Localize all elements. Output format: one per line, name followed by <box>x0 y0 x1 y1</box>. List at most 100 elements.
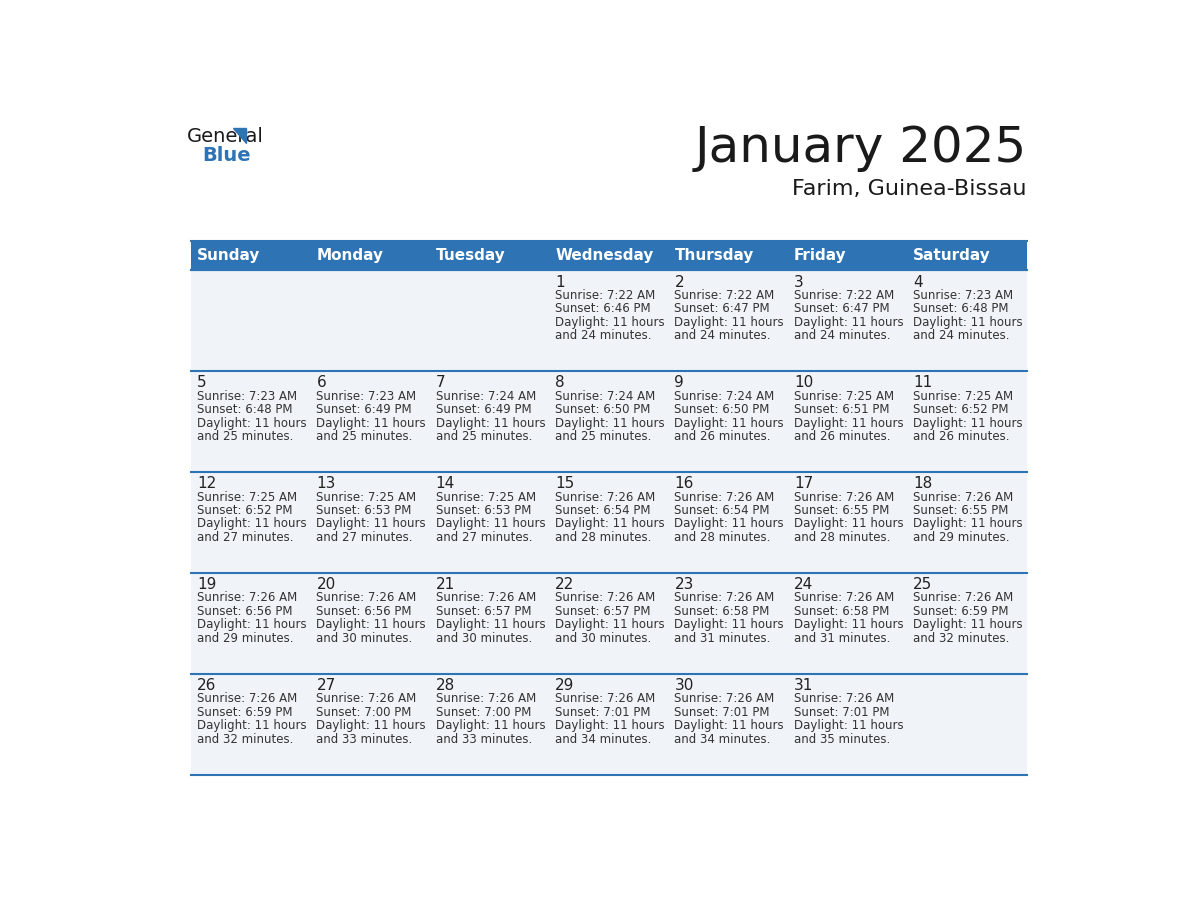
Text: and 27 minutes.: and 27 minutes. <box>197 531 293 544</box>
Text: 24: 24 <box>794 577 813 592</box>
Text: 19: 19 <box>197 577 216 592</box>
Bar <box>669 241 788 270</box>
Bar <box>191 241 310 270</box>
Text: Sunrise: 7:26 AM: Sunrise: 7:26 AM <box>794 692 895 705</box>
Text: Daylight: 11 hours: Daylight: 11 hours <box>316 719 426 733</box>
Text: and 31 minutes.: and 31 minutes. <box>794 632 890 644</box>
Text: and 24 minutes.: and 24 minutes. <box>914 330 1010 342</box>
Text: Daylight: 11 hours: Daylight: 11 hours <box>914 619 1023 632</box>
Text: Sunrise: 7:25 AM: Sunrise: 7:25 AM <box>197 490 297 504</box>
Text: Sunrise: 7:23 AM: Sunrise: 7:23 AM <box>316 389 417 403</box>
Text: Tuesday: Tuesday <box>436 248 506 263</box>
Text: Farim, Guinea-Bissau: Farim, Guinea-Bissau <box>792 179 1026 199</box>
Text: 11: 11 <box>914 375 933 390</box>
Text: Sunset: 6:48 PM: Sunset: 6:48 PM <box>914 302 1009 315</box>
Text: Daylight: 11 hours: Daylight: 11 hours <box>794 518 903 531</box>
Bar <box>191 270 1026 371</box>
Text: and 35 minutes.: and 35 minutes. <box>794 733 890 745</box>
Text: Thursday: Thursday <box>675 248 754 263</box>
Text: Sunset: 7:00 PM: Sunset: 7:00 PM <box>316 706 412 719</box>
Text: Daylight: 11 hours: Daylight: 11 hours <box>555 417 665 430</box>
Text: Daylight: 11 hours: Daylight: 11 hours <box>197 417 307 430</box>
Text: 8: 8 <box>555 375 564 390</box>
Text: and 27 minutes.: and 27 minutes. <box>316 531 413 544</box>
Text: and 30 minutes.: and 30 minutes. <box>555 632 651 644</box>
Text: Blue: Blue <box>203 146 252 165</box>
Text: Sunrise: 7:25 AM: Sunrise: 7:25 AM <box>316 490 417 504</box>
Text: 7: 7 <box>436 375 446 390</box>
Text: 18: 18 <box>914 476 933 491</box>
Bar <box>310 241 430 270</box>
Text: Daylight: 11 hours: Daylight: 11 hours <box>436 719 545 733</box>
Text: and 33 minutes.: and 33 minutes. <box>316 733 412 745</box>
Text: Sunset: 6:53 PM: Sunset: 6:53 PM <box>316 504 412 517</box>
Text: Sunrise: 7:26 AM: Sunrise: 7:26 AM <box>197 591 297 604</box>
Text: Daylight: 11 hours: Daylight: 11 hours <box>675 316 784 329</box>
Text: 1: 1 <box>555 274 564 289</box>
Text: 21: 21 <box>436 577 455 592</box>
Text: Sunset: 6:49 PM: Sunset: 6:49 PM <box>436 403 531 416</box>
Text: Daylight: 11 hours: Daylight: 11 hours <box>675 719 784 733</box>
Text: and 34 minutes.: and 34 minutes. <box>555 733 651 745</box>
Polygon shape <box>233 128 246 143</box>
Text: Sunrise: 7:26 AM: Sunrise: 7:26 AM <box>914 490 1013 504</box>
Text: Daylight: 11 hours: Daylight: 11 hours <box>436 417 545 430</box>
Text: and 28 minutes.: and 28 minutes. <box>794 531 890 544</box>
Text: General: General <box>188 127 264 146</box>
Text: Sunrise: 7:26 AM: Sunrise: 7:26 AM <box>555 490 656 504</box>
Text: Daylight: 11 hours: Daylight: 11 hours <box>675 619 784 632</box>
Text: Daylight: 11 hours: Daylight: 11 hours <box>675 518 784 531</box>
Text: Friday: Friday <box>794 248 847 263</box>
Text: Sunrise: 7:26 AM: Sunrise: 7:26 AM <box>436 591 536 604</box>
Text: Sunset: 6:54 PM: Sunset: 6:54 PM <box>555 504 651 517</box>
Text: and 25 minutes.: and 25 minutes. <box>555 431 651 443</box>
Text: Sunset: 6:55 PM: Sunset: 6:55 PM <box>914 504 1009 517</box>
Text: 16: 16 <box>675 476 694 491</box>
Text: and 32 minutes.: and 32 minutes. <box>914 632 1010 644</box>
Text: Sunrise: 7:24 AM: Sunrise: 7:24 AM <box>555 389 656 403</box>
Text: Daylight: 11 hours: Daylight: 11 hours <box>914 417 1023 430</box>
Text: Daylight: 11 hours: Daylight: 11 hours <box>555 719 665 733</box>
Bar <box>908 241 1026 270</box>
Text: Sunrise: 7:23 AM: Sunrise: 7:23 AM <box>197 389 297 403</box>
Text: Sunrise: 7:26 AM: Sunrise: 7:26 AM <box>675 490 775 504</box>
Text: 4: 4 <box>914 274 923 289</box>
Text: 22: 22 <box>555 577 574 592</box>
Text: 28: 28 <box>436 678 455 693</box>
Text: Sunset: 7:01 PM: Sunset: 7:01 PM <box>555 706 651 719</box>
Text: and 28 minutes.: and 28 minutes. <box>675 531 771 544</box>
Text: Daylight: 11 hours: Daylight: 11 hours <box>555 316 665 329</box>
Text: Sunset: 6:59 PM: Sunset: 6:59 PM <box>914 605 1009 618</box>
Text: Daylight: 11 hours: Daylight: 11 hours <box>436 518 545 531</box>
Text: Sunrise: 7:24 AM: Sunrise: 7:24 AM <box>436 389 536 403</box>
Text: Sunrise: 7:25 AM: Sunrise: 7:25 AM <box>914 389 1013 403</box>
Text: Sunrise: 7:26 AM: Sunrise: 7:26 AM <box>316 692 417 705</box>
Text: and 25 minutes.: and 25 minutes. <box>197 431 293 443</box>
Text: and 29 minutes.: and 29 minutes. <box>197 632 293 644</box>
Text: Daylight: 11 hours: Daylight: 11 hours <box>197 719 307 733</box>
Text: 12: 12 <box>197 476 216 491</box>
Text: and 31 minutes.: and 31 minutes. <box>675 632 771 644</box>
Text: 29: 29 <box>555 678 575 693</box>
Text: Daylight: 11 hours: Daylight: 11 hours <box>794 316 903 329</box>
Text: Sunset: 6:50 PM: Sunset: 6:50 PM <box>555 403 651 416</box>
Text: 5: 5 <box>197 375 207 390</box>
Text: Sunset: 6:47 PM: Sunset: 6:47 PM <box>675 302 770 315</box>
Text: Sunrise: 7:22 AM: Sunrise: 7:22 AM <box>794 289 895 302</box>
Text: 2: 2 <box>675 274 684 289</box>
Text: Daylight: 11 hours: Daylight: 11 hours <box>316 518 426 531</box>
Text: Daylight: 11 hours: Daylight: 11 hours <box>914 518 1023 531</box>
Text: Sunday: Sunday <box>197 248 260 263</box>
Text: Daylight: 11 hours: Daylight: 11 hours <box>555 518 665 531</box>
Text: Sunrise: 7:22 AM: Sunrise: 7:22 AM <box>555 289 656 302</box>
Text: January 2025: January 2025 <box>694 124 1026 172</box>
Text: Saturday: Saturday <box>914 248 991 263</box>
Text: 10: 10 <box>794 375 813 390</box>
Bar <box>191 371 1026 472</box>
Text: Daylight: 11 hours: Daylight: 11 hours <box>794 719 903 733</box>
Text: Wednesday: Wednesday <box>555 248 653 263</box>
Text: 14: 14 <box>436 476 455 491</box>
Text: Sunrise: 7:25 AM: Sunrise: 7:25 AM <box>436 490 536 504</box>
Text: Sunrise: 7:26 AM: Sunrise: 7:26 AM <box>555 692 656 705</box>
Text: and 24 minutes.: and 24 minutes. <box>675 330 771 342</box>
